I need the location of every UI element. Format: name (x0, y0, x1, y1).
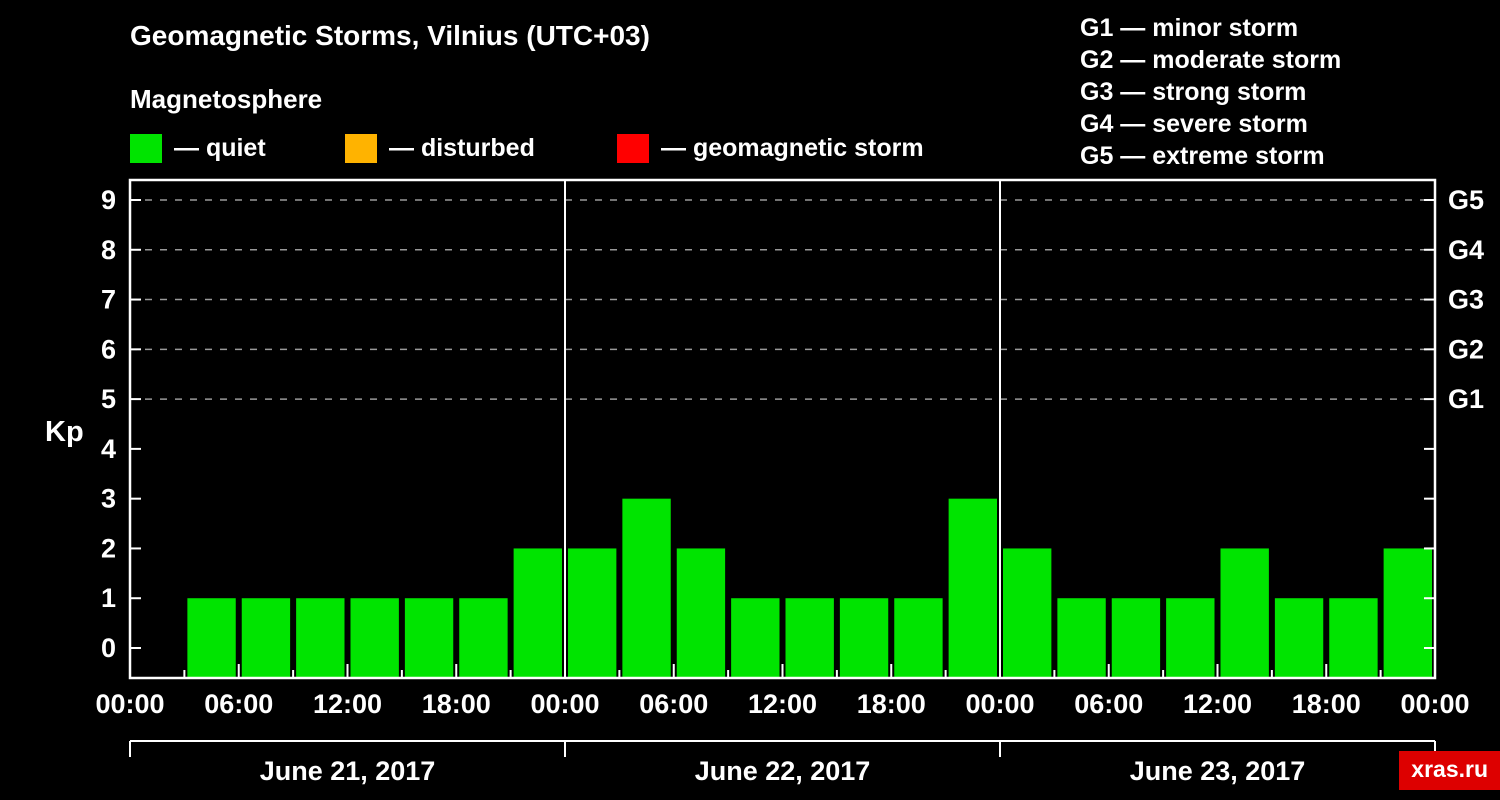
kp-bar (785, 598, 834, 678)
y-tick-label: 5 (101, 384, 116, 414)
storm-scale-item-g1: G1 — minor storm (1080, 14, 1299, 42)
g-scale-label: G3 (1448, 285, 1484, 315)
legend-label-storm: — geomagnetic storm (661, 133, 924, 162)
kp-bar (568, 548, 617, 678)
storm-scale-item-g2: G2 — moderate storm (1080, 46, 1342, 74)
date-label: June 22, 2017 (695, 756, 871, 786)
kp-bar (676, 548, 726, 678)
kp-bar (622, 498, 671, 678)
legend-label-disturbed: — disturbed (389, 133, 535, 162)
y-tick-label: 6 (101, 334, 116, 364)
disturbed-color-swatch (345, 133, 377, 163)
storm-scale-item-g3: G3 — strong storm (1080, 78, 1307, 106)
x-tick-label: 00:00 (95, 689, 164, 719)
kp-bar (948, 498, 997, 678)
kp-bar (241, 598, 291, 678)
x-tick-label: 12:00 (313, 689, 382, 719)
kp-bar (187, 598, 236, 678)
kp-bar (1220, 548, 1269, 678)
x-tick-label: 06:00 (639, 689, 708, 719)
kp-bar (839, 598, 889, 678)
y-tick-label: 0 (101, 633, 116, 663)
x-tick-label: 12:00 (748, 689, 817, 719)
x-tick-label: 06:00 (1074, 689, 1143, 719)
date-label: June 23, 2017 (1130, 756, 1306, 786)
x-tick-label: 18:00 (857, 689, 926, 719)
g-scale-label: G1 (1448, 384, 1484, 414)
kp-bar (1003, 548, 1052, 678)
legend-item-quiet: — quiet (130, 133, 266, 163)
legend-item-disturbed: — disturbed (345, 133, 535, 163)
kp-bar (1329, 598, 1378, 678)
kp-bar (731, 598, 780, 678)
plot-border (128, 178, 1437, 680)
chart-title: Geomagnetic Storms, Vilnius (UTC+03) (130, 20, 650, 51)
kp-bar (1111, 598, 1161, 678)
kp-bar (296, 598, 345, 678)
g-scale-label: G4 (1448, 235, 1484, 265)
y-tick-label: 4 (101, 434, 116, 464)
x-tick-label: 06:00 (204, 689, 273, 719)
x-tick-label: 00:00 (530, 689, 599, 719)
storm-scale-item-g5: G5 — extreme storm (1080, 142, 1325, 170)
y-tick-label: 3 (101, 484, 116, 514)
y-tick-label: 7 (101, 285, 116, 315)
kp-bar (459, 598, 508, 678)
kp-bar (404, 598, 454, 678)
chart-subtitle: Magnetosphere (130, 84, 323, 114)
g-scale-label: G5 (1448, 185, 1484, 215)
y-tick-label: 2 (101, 533, 116, 563)
kp-bar (1274, 598, 1324, 678)
date-label: June 21, 2017 (260, 756, 436, 786)
x-tick-label: 18:00 (422, 689, 491, 719)
xras-watermark: xras.ru (1399, 751, 1500, 790)
y-tick-label: 1 (101, 583, 116, 613)
x-tick-label: 00:00 (1400, 689, 1469, 719)
x-tick-label: 18:00 (1292, 689, 1361, 719)
kp-bar (350, 598, 399, 678)
g-scale-label: G2 (1448, 334, 1484, 364)
kp-bar (1057, 598, 1106, 678)
x-tick-label: 12:00 (1183, 689, 1252, 719)
quiet-color-swatch (130, 133, 162, 163)
kp-bar (1383, 548, 1432, 678)
legend-label-quiet: — quiet (174, 133, 266, 162)
y-axis-title: Kp (45, 416, 84, 448)
kp-bar (894, 598, 943, 678)
kp-bar (513, 548, 562, 678)
y-tick-label: 9 (101, 185, 116, 215)
legend-item-storm: — geomagnetic storm (617, 133, 924, 163)
kp-bar (1166, 598, 1215, 678)
x-tick-label: 00:00 (965, 689, 1034, 719)
y-tick-label: 8 (101, 235, 116, 265)
storm-scale-legend: G1 — minor storm G2 — moderate storm G3 … (1080, 12, 1341, 172)
storm-color-swatch (617, 133, 649, 163)
storm-scale-item-g4: G4 — severe storm (1080, 110, 1308, 138)
